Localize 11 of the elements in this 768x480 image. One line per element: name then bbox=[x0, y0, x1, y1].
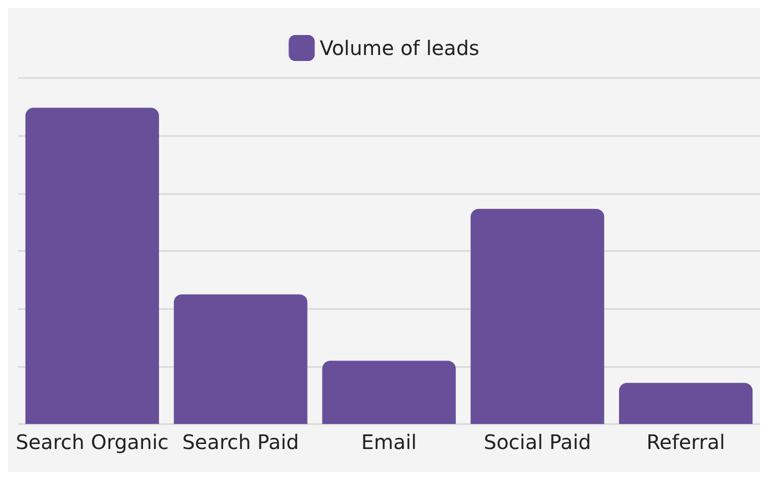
bar bbox=[619, 382, 753, 424]
x-tick-label: Social Paid bbox=[484, 430, 592, 454]
x-tick-label: Email bbox=[361, 430, 417, 454]
bar bbox=[322, 360, 456, 424]
legend-label: Volume of leads bbox=[320, 36, 480, 60]
bar bbox=[25, 108, 159, 424]
bar bbox=[174, 294, 308, 424]
x-tick-label: Search Paid bbox=[182, 430, 299, 454]
bar bbox=[470, 208, 604, 424]
x-tick-label: Referral bbox=[646, 430, 726, 454]
x-tick-label: Search Organic bbox=[16, 430, 169, 454]
